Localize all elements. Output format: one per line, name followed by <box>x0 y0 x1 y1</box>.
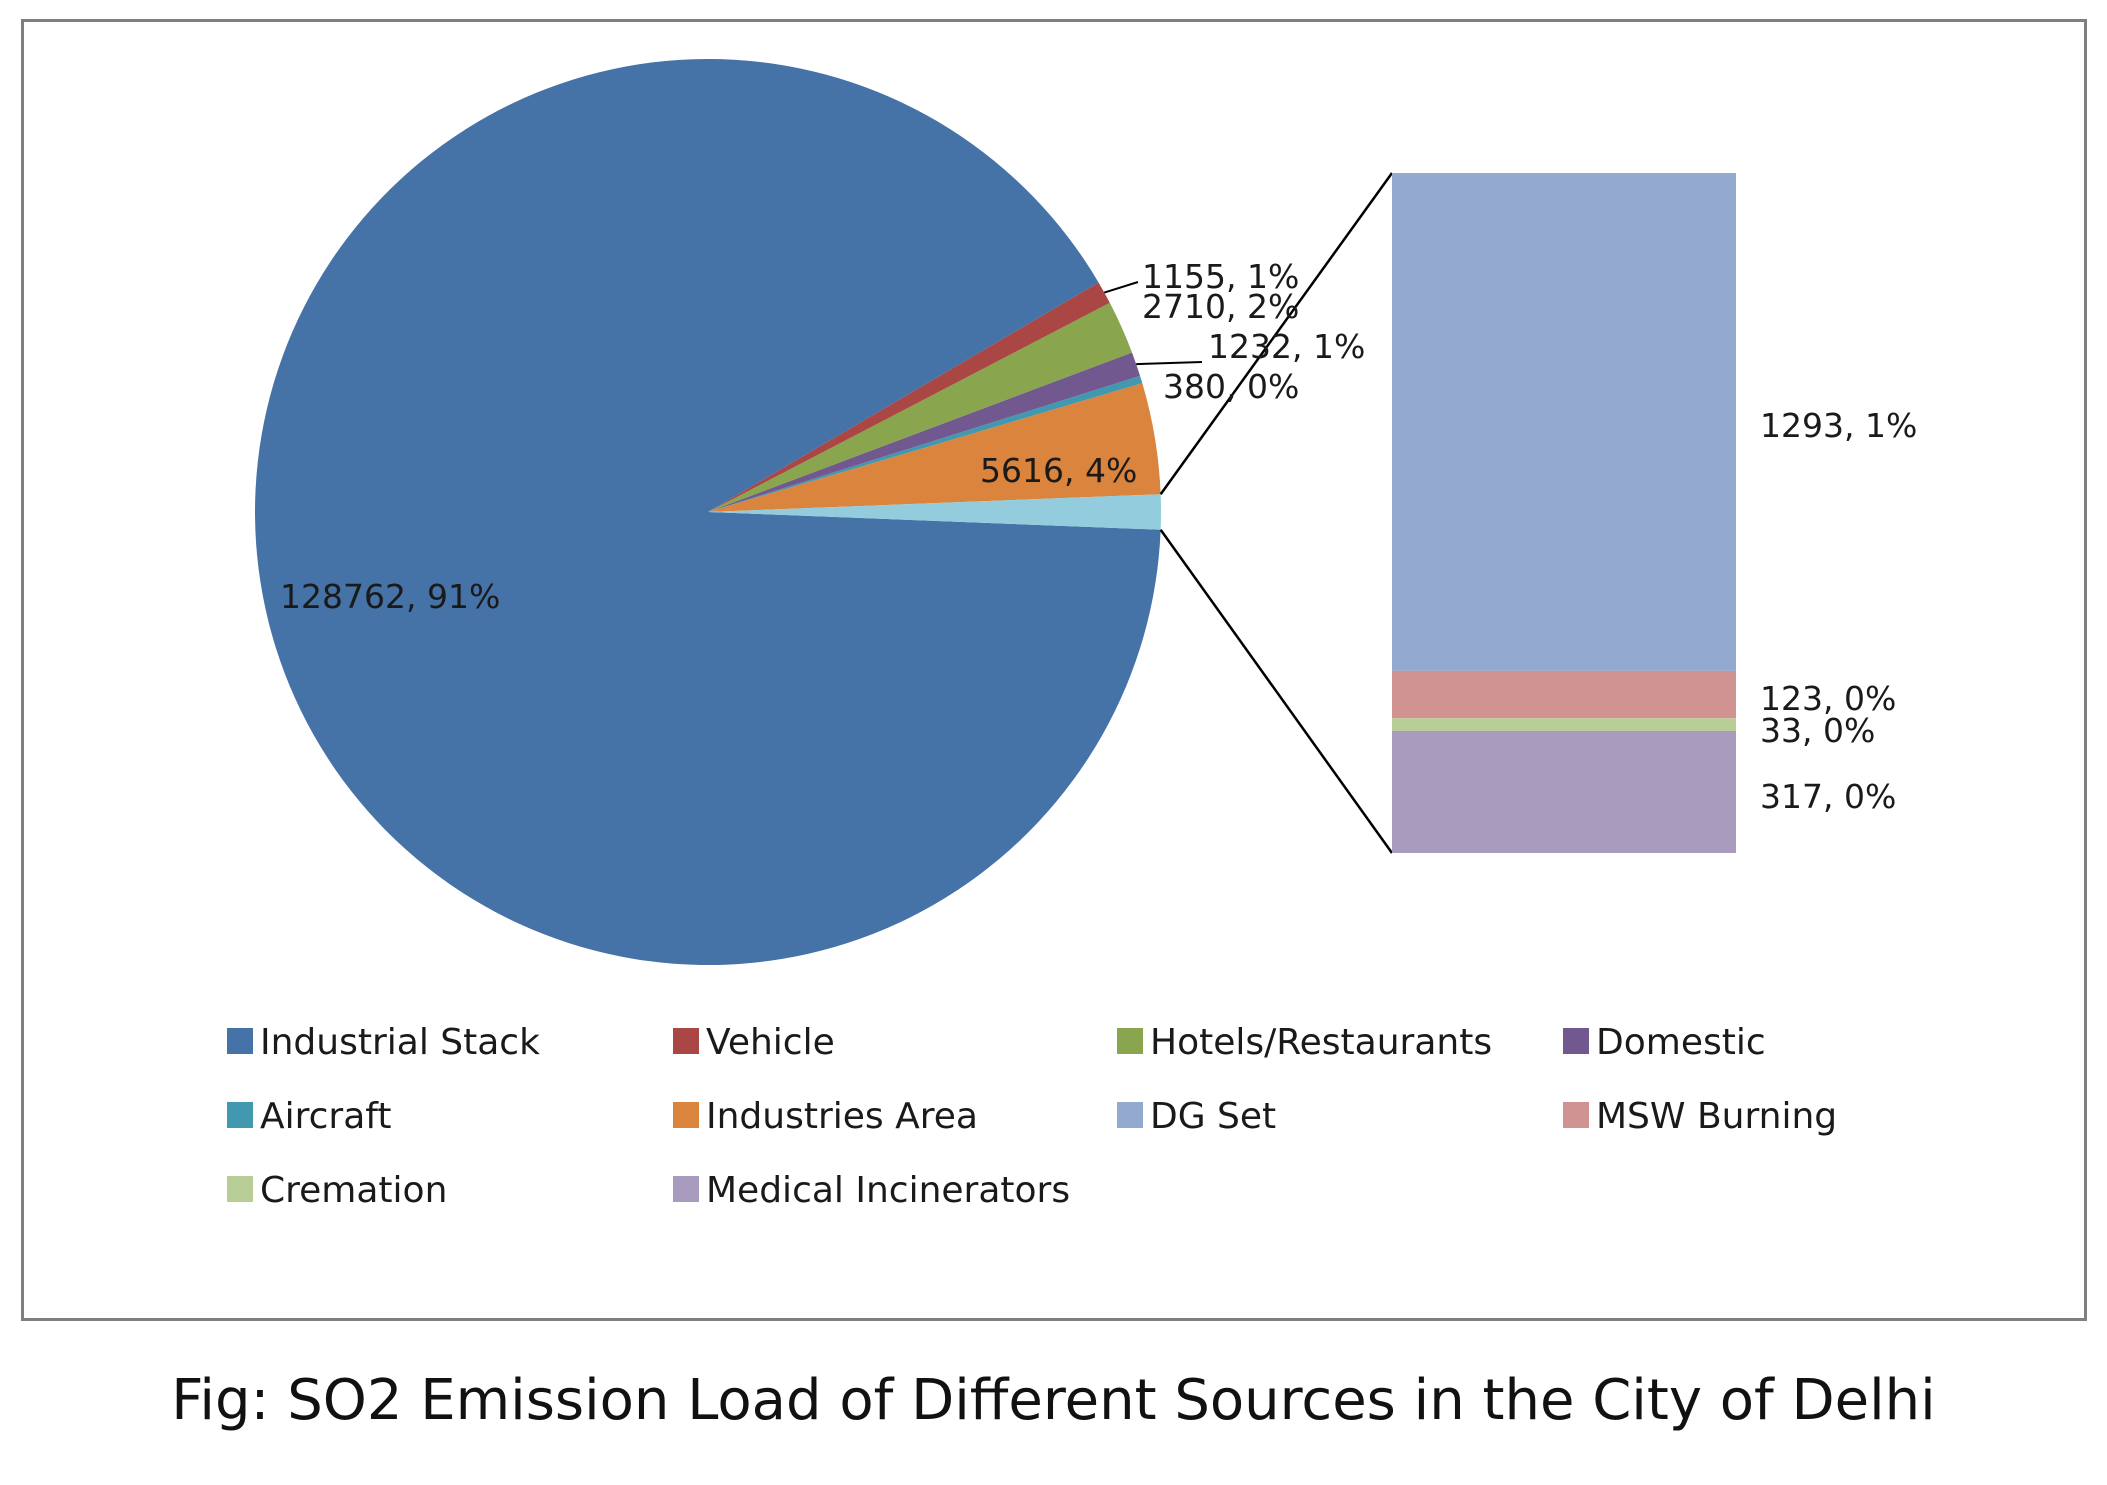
legend-label-domestic: Domestic <box>1596 1022 1766 1063</box>
legend-item-medical-incinerators: Medical Incinerators <box>673 1170 1070 1211</box>
legend-item-domestic: Domestic <box>1563 1022 1766 1063</box>
legend-swatch-dg-set <box>1117 1102 1143 1128</box>
legend-item-industrial-stack: Industrial Stack <box>227 1022 540 1063</box>
legend-swatch-domestic <box>1563 1028 1589 1054</box>
bar-label-dg-set: 1293, 1% <box>1760 406 1917 445</box>
slice-label-aircraft: 380, 0% <box>1163 367 1299 406</box>
pie-slice-vehicle <box>708 282 1110 512</box>
connector-line-bottom <box>1159 529 1394 854</box>
legend-label-dg-set: DG Set <box>1150 1096 1276 1137</box>
bar-label-cremation: 33, 0% <box>1760 711 1875 750</box>
legend-item-hotels-restaurants: Hotels/Restaurants <box>1117 1022 1492 1063</box>
bar-of-pie-chart: 128762, 91% 1155, 1%2710, 2%1232, 1%380, … <box>227 58 1917 1211</box>
legend-swatch-industrial-stack <box>227 1028 253 1054</box>
slice-label-hotels-restaurants: 2710, 2% <box>1142 287 1299 326</box>
legend-swatch-industries-area <box>673 1102 699 1128</box>
legend: Industrial Stack Vehicle Hotels/Restaurant… <box>227 1022 1837 1211</box>
leader-line-domestic <box>1136 361 1203 366</box>
slice-label-domestic: 1232, 1% <box>1208 327 1365 366</box>
legend-item-industries-area: Industries Area <box>673 1096 978 1137</box>
pie-slice-hotels-restaurants <box>708 302 1132 512</box>
bar-segment-msw-burning <box>1392 670 1736 719</box>
legend-label-industrial-stack: Industrial Stack <box>260 1022 540 1063</box>
legend-item-msw-burning: MSW Burning <box>1563 1096 1837 1137</box>
pie-slice-aircraft <box>708 375 1143 512</box>
legend-swatch-msw-burning <box>1563 1102 1589 1128</box>
pie-slice-other <box>708 494 1162 530</box>
legend-item-vehicle: Vehicle <box>673 1022 835 1063</box>
legend-label-aircraft: Aircraft <box>260 1096 391 1137</box>
connector-line-top <box>1159 172 1394 495</box>
slice-label-vehicle: 1155, 1% <box>1142 257 1299 296</box>
slice-label-industrial-stack: 128762, 91% <box>280 577 500 616</box>
legend-item-dg-set: DG Set <box>1117 1096 1276 1137</box>
connector-group <box>1159 172 1394 854</box>
legend-item-cremation: Cremation <box>227 1170 447 1211</box>
leader-line-vehicle <box>1103 281 1139 294</box>
bar-label-medical-incinerators: 317, 0% <box>1760 777 1896 816</box>
legend-swatch-hotels-restaurants <box>1117 1028 1143 1054</box>
legend-label-industries-area: Industries Area <box>706 1096 978 1137</box>
legend-swatch-cremation <box>227 1176 253 1202</box>
legend-swatch-vehicle <box>673 1028 699 1054</box>
legend-label-msw-burning: MSW Burning <box>1596 1096 1837 1137</box>
legend-swatch-aircraft <box>227 1102 253 1128</box>
legend-label-medical-incinerators: Medical Incinerators <box>706 1170 1070 1211</box>
bar-segment-cremation <box>1392 718 1736 731</box>
legend-item-aircraft: Aircraft <box>227 1096 391 1137</box>
legend-swatch-medical-incinerators <box>673 1176 699 1202</box>
bar-group <box>1392 173 1736 853</box>
legend-label-hotels-restaurants: Hotels/Restaurants <box>1150 1022 1492 1063</box>
pie-slice-industrial-stack <box>255 58 1161 965</box>
legend-label-cremation: Cremation <box>260 1170 447 1211</box>
legend-label-vehicle: Vehicle <box>706 1022 835 1063</box>
figure-caption: Fig: SO2 Emission Load of Different Sour… <box>171 1368 1936 1433</box>
pie-group <box>255 58 1162 965</box>
slice-label-industries-area: 5616, 4% <box>980 451 1137 490</box>
pie-slice-domestic <box>708 352 1141 512</box>
bar-label-msw-burning: 123, 0% <box>1760 679 1896 718</box>
bar-segment-dg-set <box>1392 173 1736 671</box>
label-group: 128762, 91% 1155, 1%2710, 2%1232, 1%380, … <box>280 257 1917 816</box>
pie-slice-industries-area <box>708 383 1161 512</box>
bar-segment-medical-incinerators <box>1392 730 1736 853</box>
